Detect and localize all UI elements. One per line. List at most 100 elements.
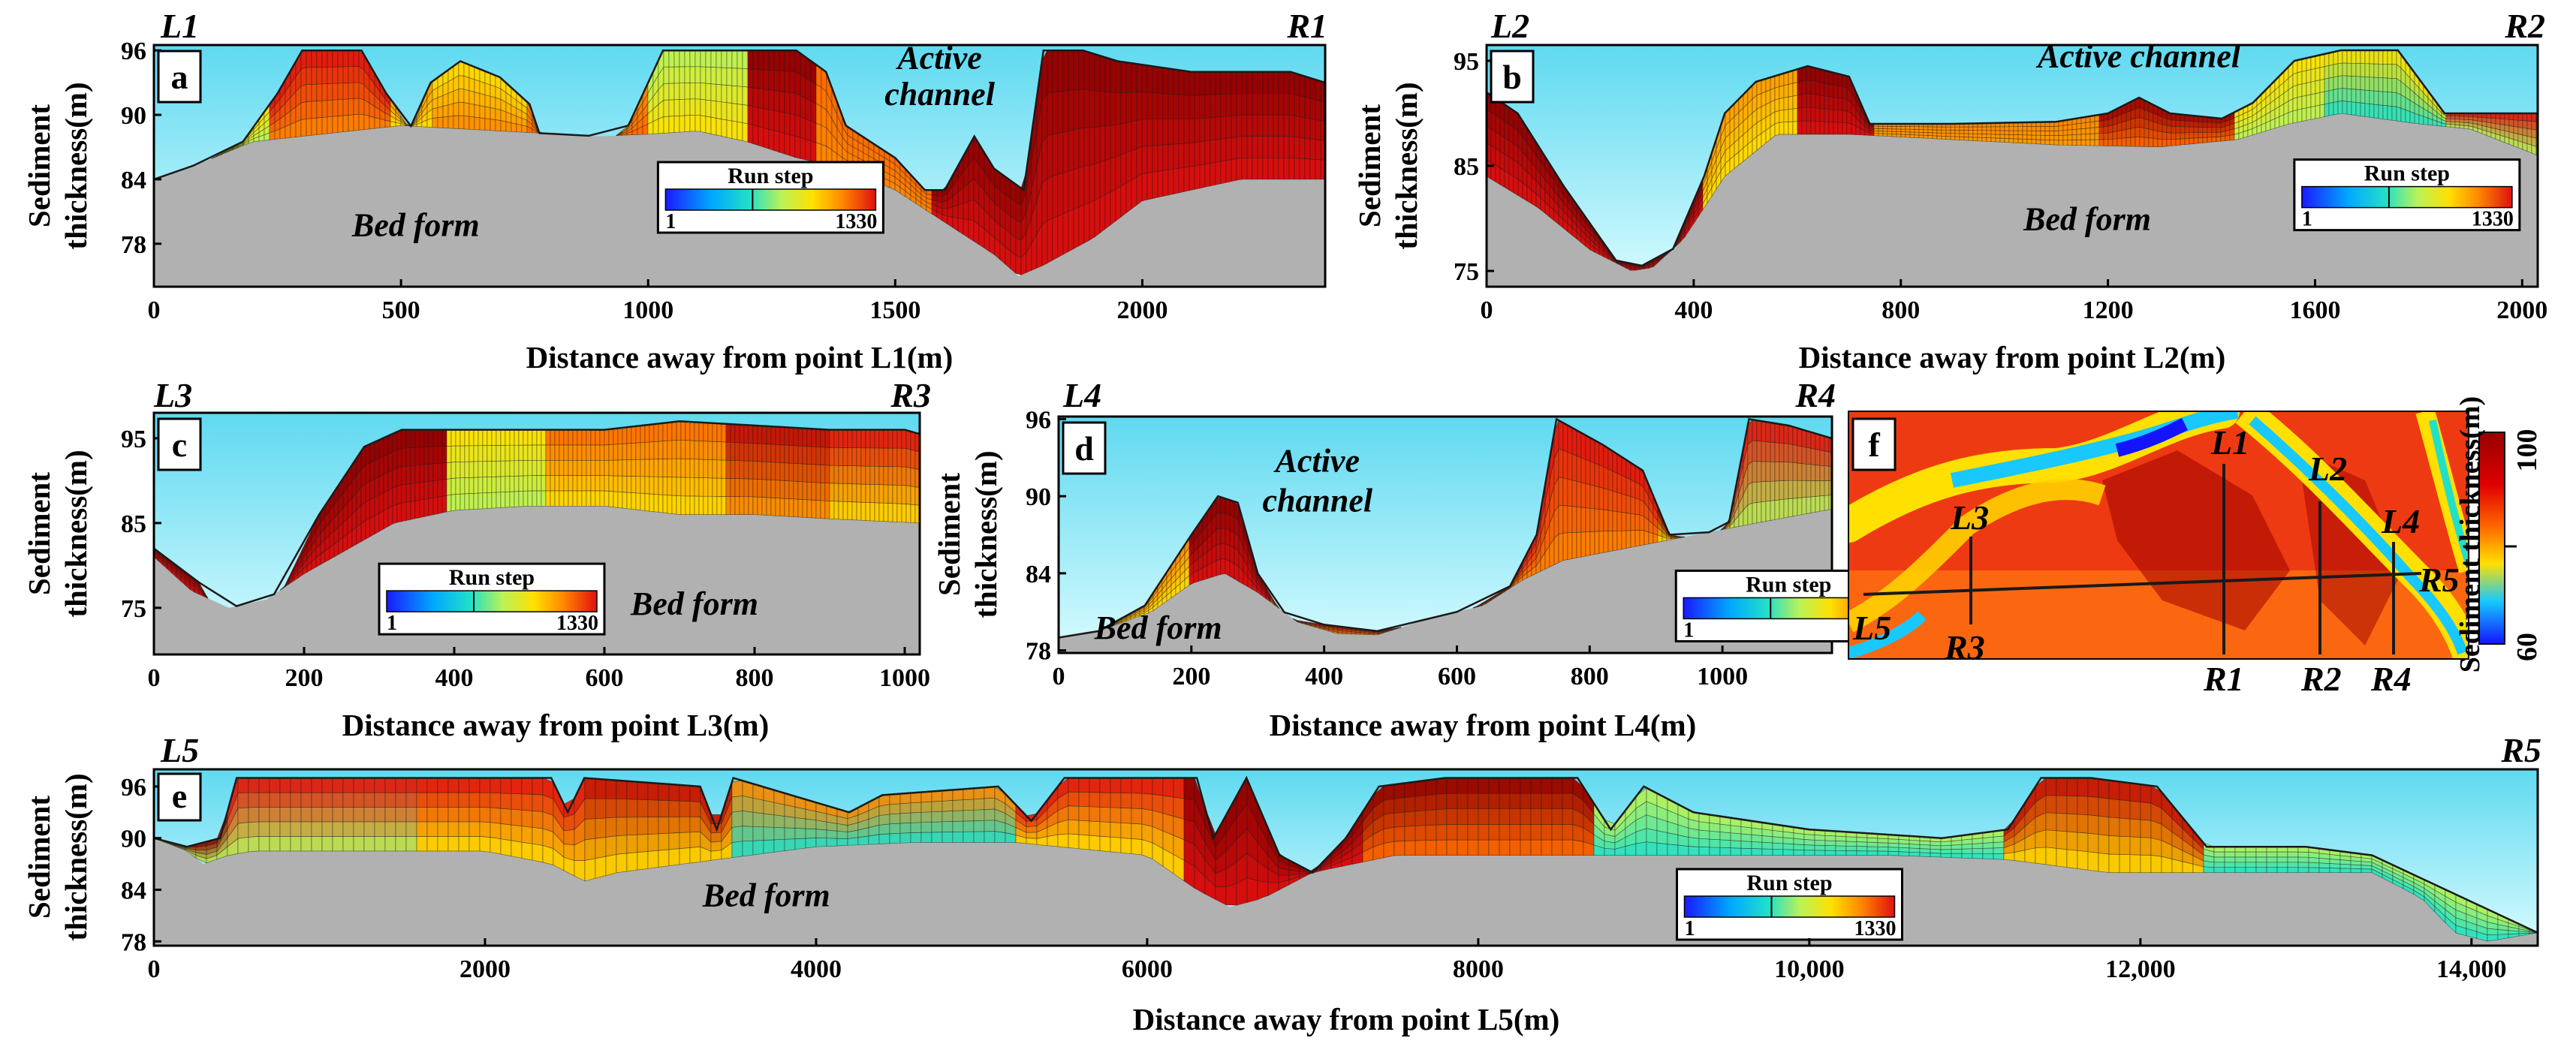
sediment-layer bbox=[1262, 93, 1269, 116]
sediment-layer bbox=[731, 780, 743, 798]
sediment-layer bbox=[2077, 778, 2089, 797]
sediment-layer bbox=[2066, 813, 2078, 833]
sediment-layer bbox=[716, 83, 722, 103]
sediment-layer bbox=[779, 480, 785, 499]
sediment-layer bbox=[1393, 826, 1406, 842]
sediment-layer bbox=[1257, 157, 1264, 180]
sediment-layer bbox=[1783, 480, 1789, 500]
sediment-layer bbox=[2080, 139, 2086, 146]
sediment-layer bbox=[851, 483, 857, 503]
sediment-layer bbox=[617, 459, 623, 477]
sediment-layer bbox=[2198, 126, 2204, 133]
sediment-layer bbox=[1909, 126, 1915, 130]
sediment-layer bbox=[761, 443, 767, 462]
sediment-layer bbox=[2292, 109, 2298, 124]
sediment-layer bbox=[1257, 114, 1264, 137]
panel-letter-box bbox=[1490, 50, 1535, 104]
sediment-layer bbox=[1167, 143, 1174, 170]
sediment-layer bbox=[458, 836, 470, 852]
sediment-layer bbox=[874, 502, 880, 522]
sediment-layer bbox=[1246, 877, 1258, 903]
sediment-layer bbox=[332, 83, 339, 101]
sediment-layer bbox=[1216, 558, 1222, 576]
sediment-layer bbox=[1136, 63, 1143, 93]
sediment-layer bbox=[2202, 131, 2208, 138]
sediment-layer bbox=[865, 501, 871, 522]
sediment-layer bbox=[1294, 72, 1300, 96]
sediment-layer bbox=[739, 424, 745, 444]
sediment-layer bbox=[1603, 466, 1609, 490]
sediment-layer bbox=[1278, 157, 1285, 180]
sediment-layer bbox=[647, 833, 659, 852]
sediment-layer bbox=[1199, 95, 1206, 119]
sediment-layer bbox=[731, 795, 743, 813]
sediment-layer bbox=[1225, 558, 1231, 577]
sediment-layer bbox=[514, 460, 520, 477]
sediment-layer bbox=[679, 816, 691, 833]
sediment-layer bbox=[2139, 126, 2145, 138]
sediment-layer bbox=[2077, 814, 2089, 834]
sediment-layer bbox=[658, 441, 664, 459]
sediment-layer bbox=[237, 778, 249, 794]
sediment-layer bbox=[2045, 847, 2057, 867]
sediment-layer bbox=[426, 821, 438, 837]
sediment-layer bbox=[1589, 507, 1595, 532]
sediment-layer bbox=[2044, 135, 2050, 140]
sediment-layer bbox=[766, 497, 772, 516]
sediment-layer bbox=[1898, 847, 1910, 853]
sediment-layer bbox=[773, 90, 780, 113]
sediment-layer bbox=[2328, 89, 2334, 104]
sediment-layer bbox=[770, 426, 776, 445]
sediment-layer bbox=[2373, 77, 2379, 92]
sediment-layer bbox=[396, 429, 402, 451]
sediment-layer bbox=[2166, 132, 2172, 140]
sediment-layer bbox=[2328, 64, 2334, 79]
sediment-layer bbox=[761, 426, 767, 444]
sediment-layer bbox=[500, 778, 512, 794]
sediment-layer bbox=[1110, 124, 1116, 159]
sediment-layer bbox=[2022, 134, 2028, 140]
colorbar-min: 60 bbox=[2511, 633, 2543, 661]
sediment-layer bbox=[731, 826, 743, 843]
sediment-layer bbox=[784, 462, 790, 482]
sediment-layer bbox=[2495, 118, 2501, 125]
sediment-layer bbox=[1262, 157, 1269, 180]
sediment-layer bbox=[2490, 118, 2496, 125]
sediment-layer bbox=[1558, 420, 1564, 451]
sediment-layer bbox=[1896, 126, 1902, 130]
sediment-layer bbox=[459, 445, 465, 462]
sediment-layer bbox=[1698, 838, 1710, 848]
sediment-layer bbox=[358, 98, 365, 116]
sediment-layer bbox=[353, 113, 360, 131]
sediment-layer bbox=[1495, 131, 1501, 152]
sediment-layer bbox=[542, 844, 554, 866]
sediment-layer bbox=[2013, 130, 2019, 135]
sediment-layer bbox=[523, 490, 529, 507]
sediment-layer bbox=[1856, 841, 1868, 847]
sediment-layer bbox=[258, 778, 270, 793]
sediment-layer bbox=[2171, 139, 2177, 146]
sediment-layer bbox=[763, 799, 775, 816]
sediment-layer bbox=[1866, 846, 1879, 852]
sediment-layer bbox=[432, 496, 438, 516]
sediment-layer bbox=[1918, 129, 1924, 133]
sediment-layer bbox=[458, 821, 470, 837]
sediment-layer bbox=[1580, 531, 1586, 558]
sediment-layer bbox=[616, 798, 628, 818]
sediment-layer bbox=[2175, 138, 2181, 146]
sediment-layer bbox=[554, 475, 560, 492]
sediment-layer bbox=[1073, 128, 1080, 170]
sediment-layer bbox=[768, 109, 775, 131]
sediment-layer bbox=[478, 492, 484, 510]
sediment-layer bbox=[2148, 137, 2154, 147]
sediment-layer bbox=[1089, 200, 1095, 241]
sediment-layer bbox=[584, 858, 596, 882]
sediment-layer bbox=[797, 481, 803, 500]
sediment-layer bbox=[763, 50, 770, 71]
sediment-layer bbox=[459, 461, 465, 479]
sediment-layer bbox=[599, 459, 605, 476]
sediment-layer bbox=[473, 492, 479, 510]
sediment-layer bbox=[1210, 139, 1216, 164]
sediment-layer bbox=[1905, 128, 1911, 133]
sediment-layer bbox=[1241, 157, 1248, 180]
